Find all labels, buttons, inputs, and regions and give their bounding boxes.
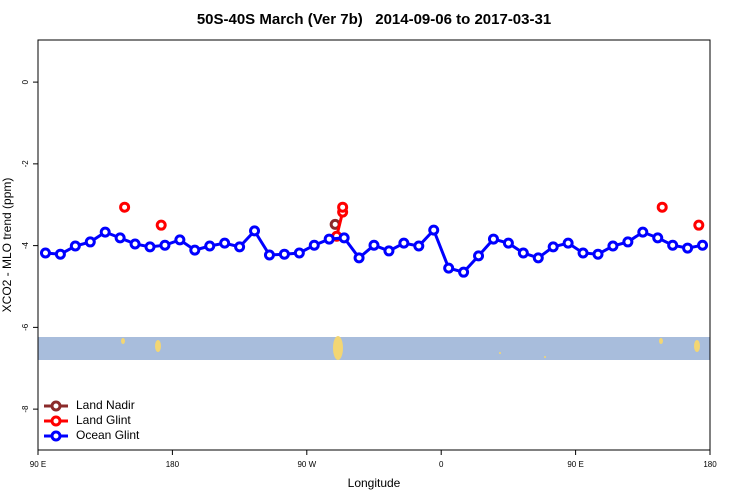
point: [697, 239, 709, 251]
point: [622, 236, 634, 248]
y-tick-label: -8: [21, 405, 30, 413]
land: [659, 338, 663, 344]
legend-marker: [50, 415, 62, 427]
point: [219, 237, 231, 249]
point: [428, 224, 440, 236]
point: [293, 247, 305, 259]
x-tick-label: 90 W: [297, 460, 316, 469]
point: [383, 245, 395, 257]
point: [353, 252, 365, 264]
point: [174, 234, 186, 246]
point: [114, 232, 126, 244]
chart-title: 50S-40S March (Ver 7b) 2014-09-06 to 201…: [197, 11, 551, 28]
point: [398, 237, 410, 249]
point: [39, 247, 51, 259]
x-tick-label: 90 E: [30, 460, 46, 469]
point: [155, 219, 167, 231]
plot-frame: [37, 39, 711, 451]
point: [159, 239, 171, 251]
point: [577, 247, 589, 259]
point: [517, 247, 529, 259]
point: [652, 232, 664, 244]
y-tick-label: 0: [21, 79, 30, 84]
y-tick-label: -4: [21, 242, 30, 250]
y-tick-label: -2: [21, 160, 30, 168]
point: [443, 262, 455, 274]
point: [337, 201, 349, 213]
point: [562, 237, 574, 249]
point: [204, 240, 216, 252]
point: [413, 240, 425, 252]
land: [333, 336, 343, 360]
land: [155, 340, 161, 352]
map-strip: [38, 336, 710, 360]
x-axis-label: Longitude: [348, 476, 401, 490]
point: [607, 240, 619, 252]
point: [547, 241, 559, 253]
point: [637, 226, 649, 238]
point: [502, 237, 514, 249]
point: [667, 239, 679, 251]
legend-label: Land Glint: [76, 413, 131, 427]
ocean-band: [38, 337, 710, 360]
point: [532, 252, 544, 264]
land: [544, 356, 546, 358]
land: [499, 352, 501, 354]
x-tick-label: 90 E: [567, 460, 583, 469]
point: [189, 244, 201, 256]
x-tick-label: 180: [166, 460, 180, 469]
y-axis-label: XCO2 - MLO trend (ppm): [0, 178, 14, 313]
point: [682, 242, 694, 254]
land: [121, 338, 125, 344]
point: [119, 201, 131, 213]
point: [99, 226, 111, 238]
land: [694, 340, 700, 352]
x-tick-label: 180: [703, 460, 717, 469]
point: [473, 250, 485, 262]
legend-label: Ocean Glint: [76, 428, 140, 442]
series-line: [45, 227, 703, 274]
legend-marker: [50, 400, 62, 412]
point: [487, 233, 499, 245]
point: [54, 248, 66, 260]
point: [693, 219, 705, 231]
point: [69, 240, 81, 252]
legend-label: Land Nadir: [76, 398, 135, 412]
x-tick-label: 0: [439, 460, 444, 469]
point: [323, 233, 335, 245]
point: [338, 232, 350, 244]
point: [458, 266, 470, 278]
y-tick-label: -6: [21, 323, 30, 331]
legend-marker: [50, 430, 62, 442]
point: [263, 249, 275, 261]
point: [234, 241, 246, 253]
point: [278, 248, 290, 260]
point: [592, 248, 604, 260]
point: [144, 241, 156, 253]
point: [129, 238, 141, 250]
point: [84, 236, 96, 248]
point: [308, 239, 320, 251]
point: [249, 225, 261, 237]
point: [368, 239, 380, 251]
point: [656, 201, 668, 213]
